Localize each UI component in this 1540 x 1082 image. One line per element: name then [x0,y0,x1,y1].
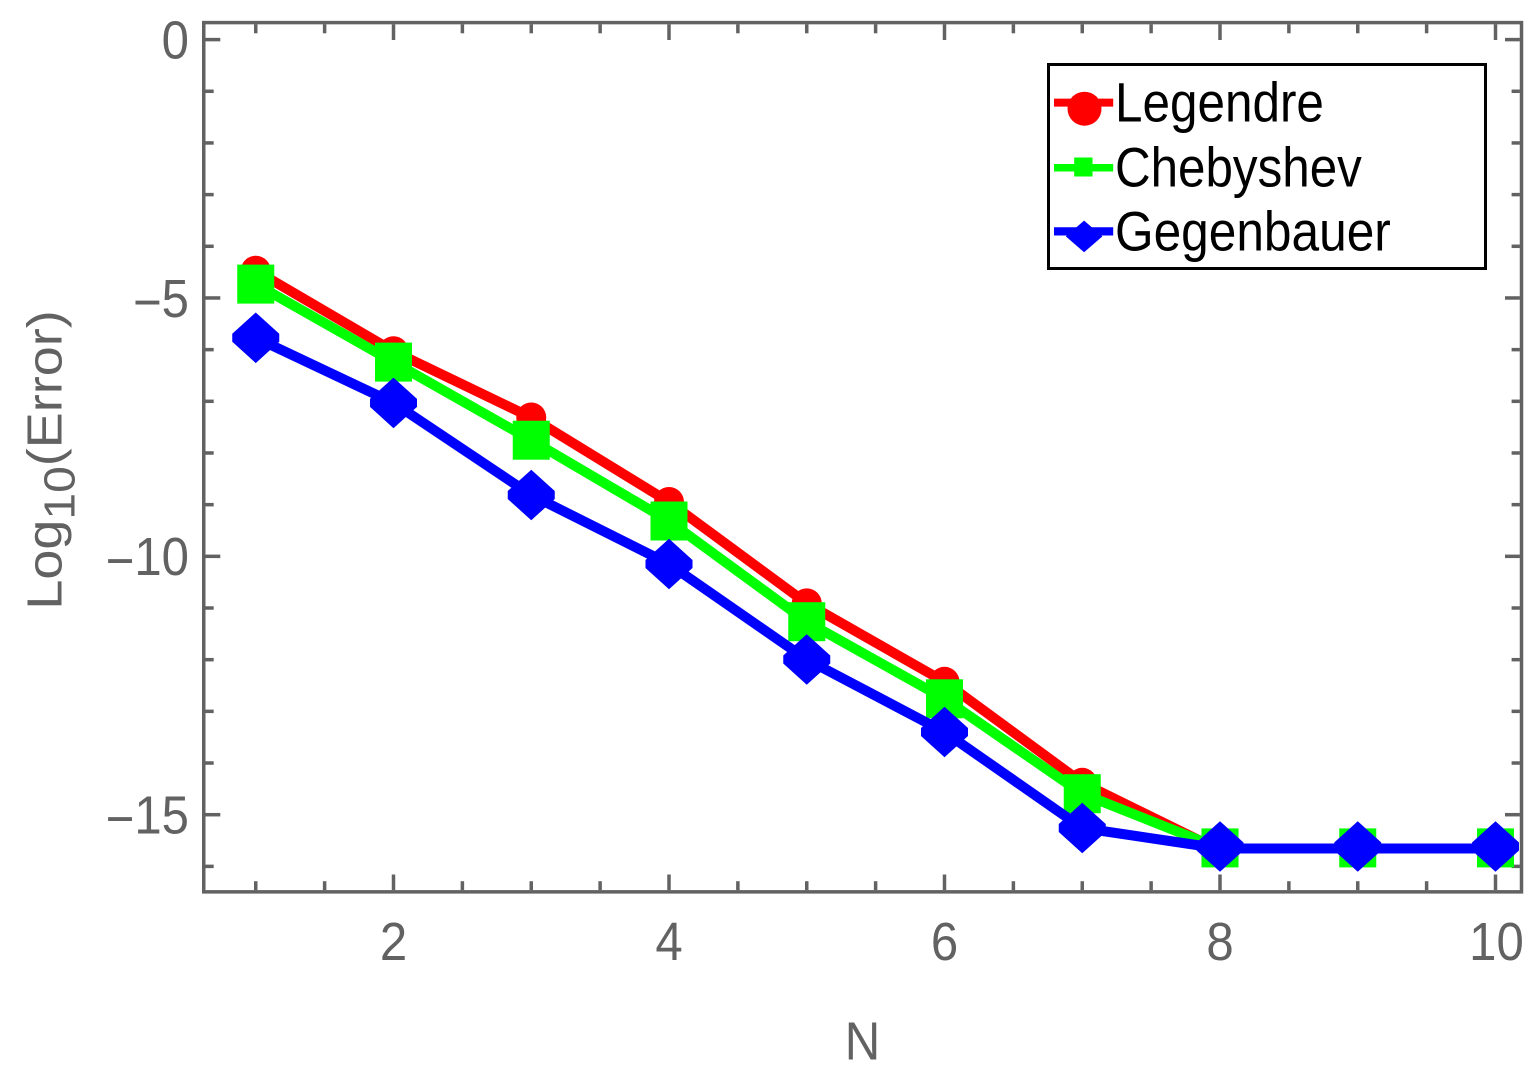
svg-text:4: 4 [655,911,682,972]
svg-text:−15: −15 [106,784,189,848]
svg-text:Gegenbauer: Gegenbauer [1115,201,1391,263]
svg-text:Chebyshev: Chebyshev [1115,137,1362,200]
svg-text:2: 2 [380,911,407,972]
svg-text:8: 8 [1206,911,1233,972]
svg-text:Legendre: Legendre [1115,71,1324,134]
svg-text:6: 6 [931,911,958,972]
svg-text:−5: −5 [133,268,189,332]
svg-text:N: N [845,1010,880,1071]
svg-text:0: 0 [162,9,189,70]
svg-text:10: 10 [1469,911,1524,972]
svg-text:−10: −10 [106,526,189,590]
